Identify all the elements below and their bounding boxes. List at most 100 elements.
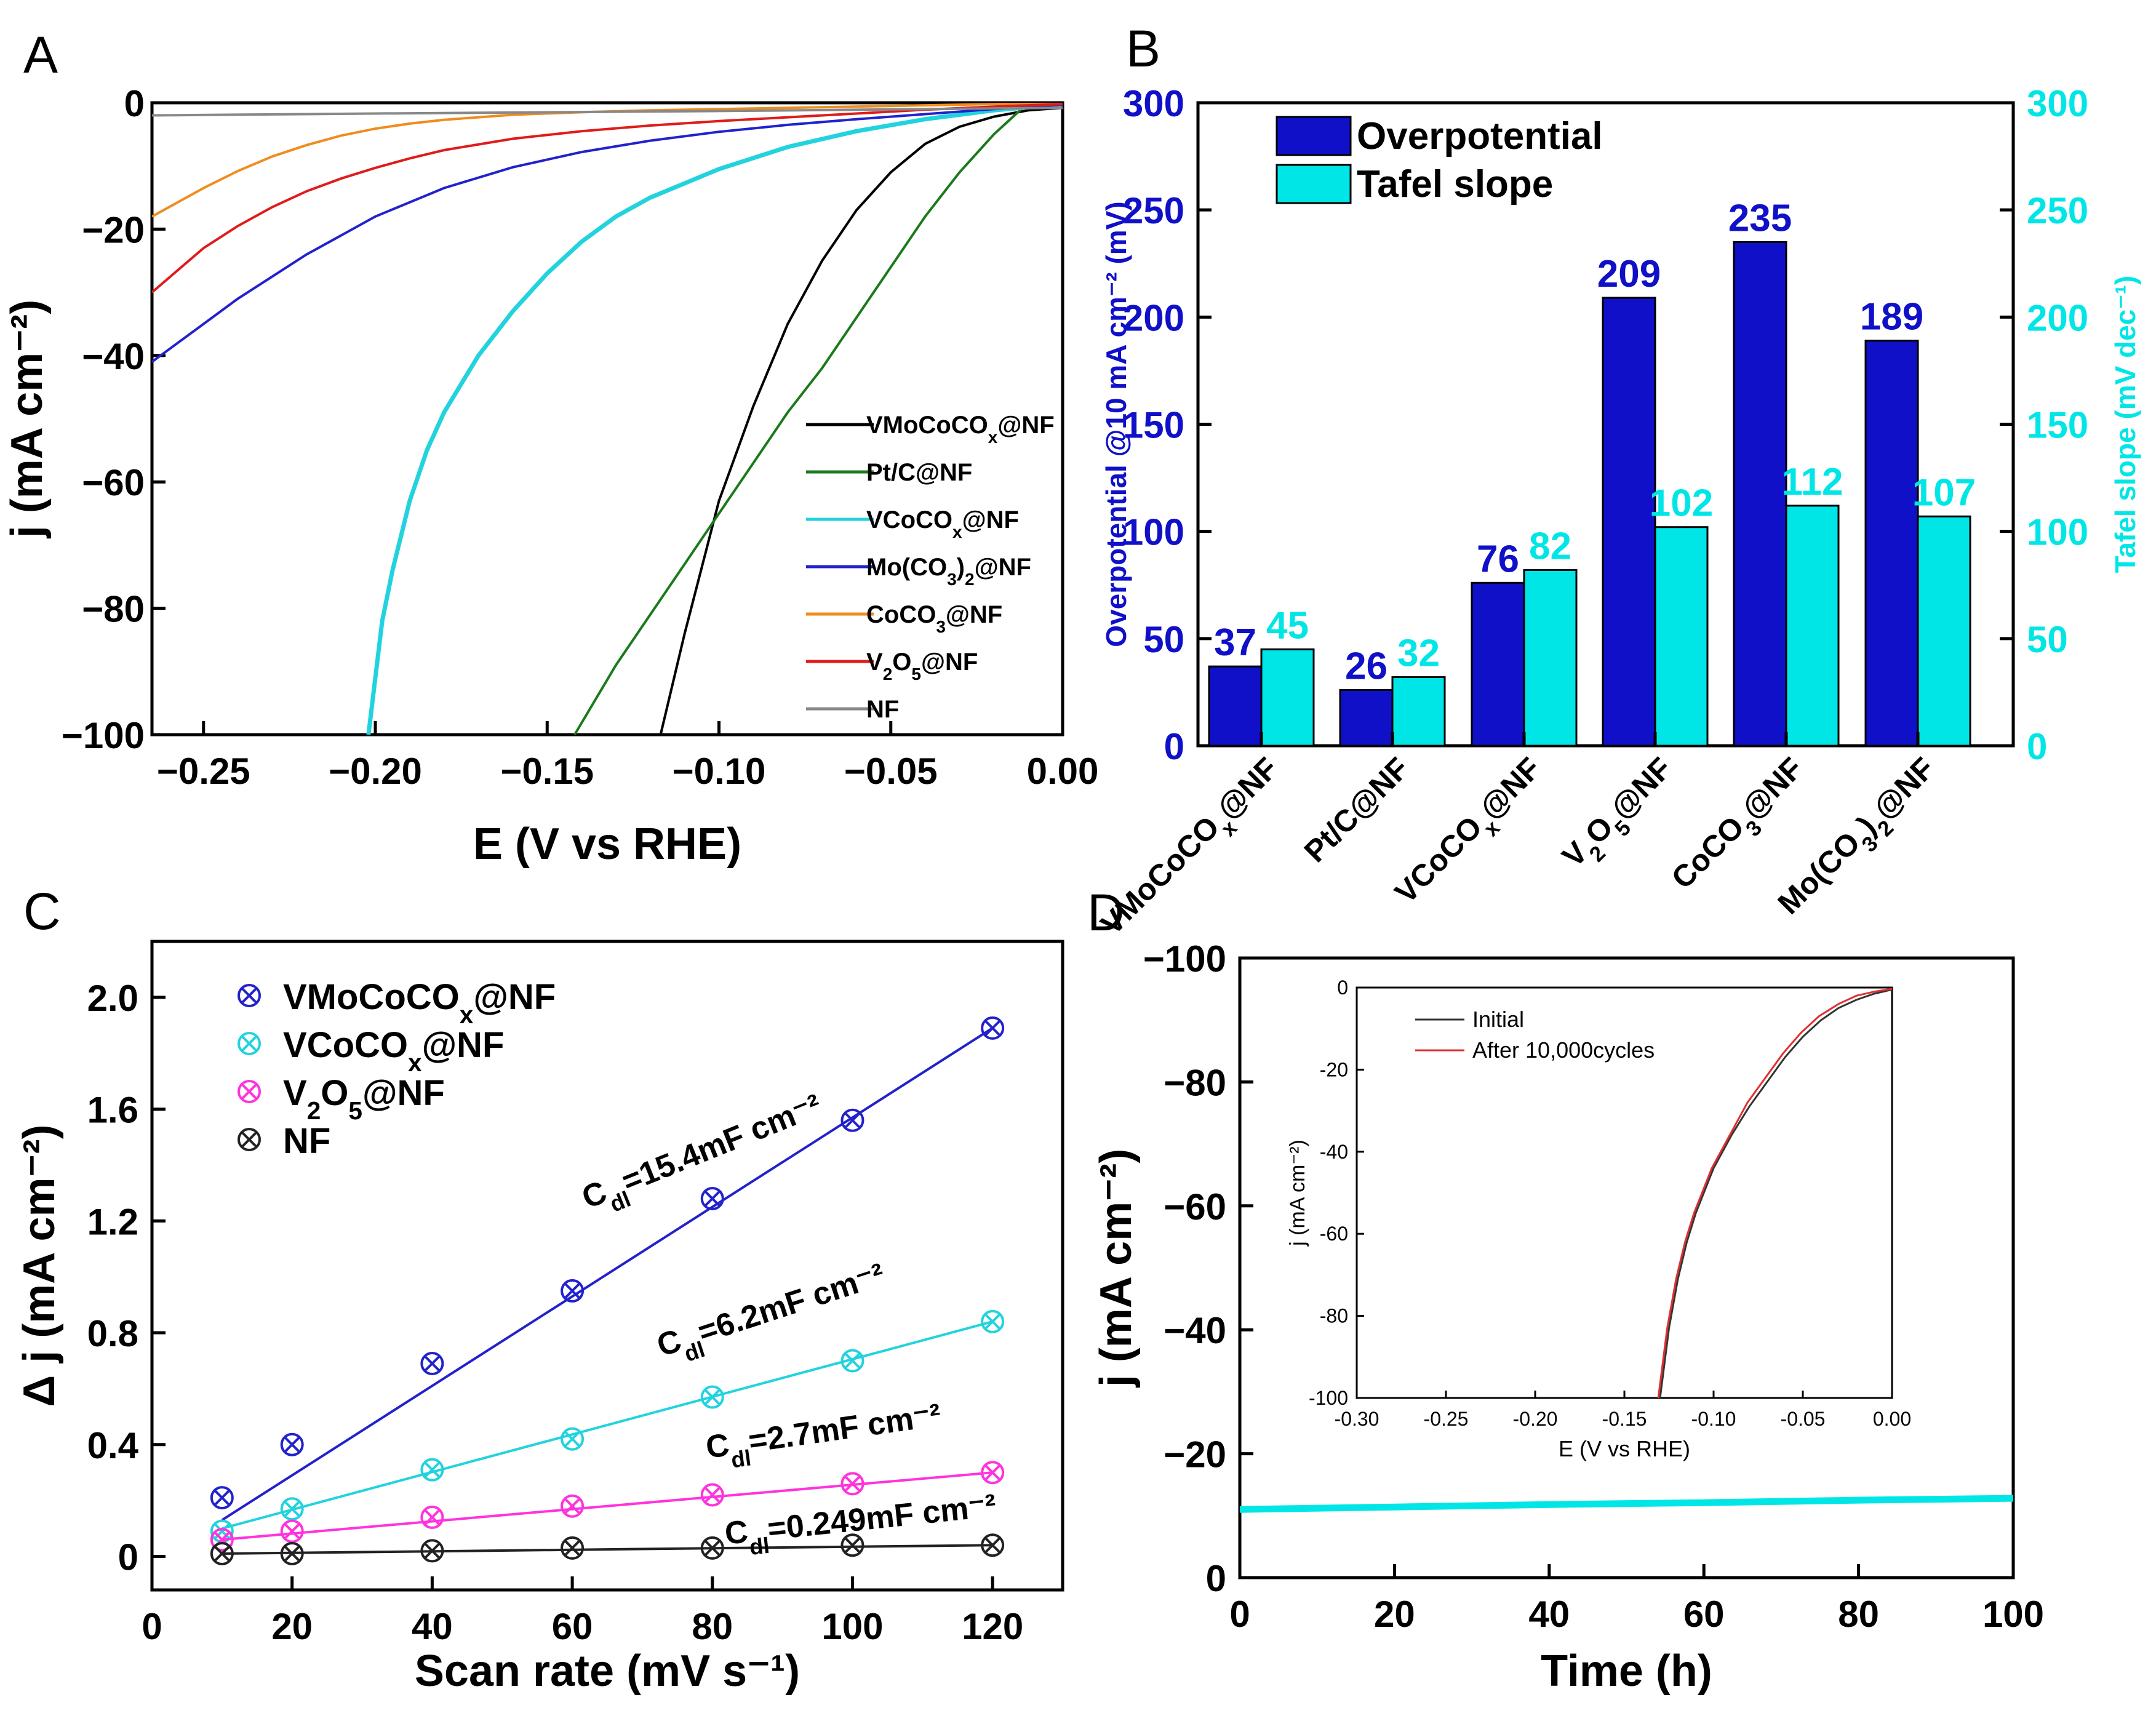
inset-x-tick-label: -0.05 <box>1781 1408 1826 1430</box>
y-axis-title: j (mA cm⁻²) <box>2 300 52 539</box>
x-tick-label: 0.00 <box>1027 751 1099 792</box>
x-tick-label: −0.05 <box>844 751 938 792</box>
bar-label-tafel: 112 <box>1781 461 1843 503</box>
marker-circle <box>210 1528 234 1552</box>
legend-label: NF <box>866 696 899 723</box>
y-axis-title: j (mA cm⁻²) <box>1092 1149 1141 1388</box>
bar-label-overpotential: 37 <box>1214 621 1256 664</box>
marker-cross <box>241 1083 258 1100</box>
x-tick-label: 0 <box>142 1606 162 1647</box>
stability-line <box>1239 1495 2014 1513</box>
x-tick-label: V2O5@NF <box>1555 751 1686 881</box>
marker-circle <box>280 1519 304 1543</box>
marker-cross <box>704 1539 721 1557</box>
marker-cross <box>284 1523 301 1539</box>
series-line-CoCO3@NF <box>152 103 1063 218</box>
marker-cross <box>214 1489 231 1506</box>
data-point <box>700 1483 724 1507</box>
data-point <box>238 984 261 1007</box>
x-tick-label: Pt/C@NF <box>1298 751 1416 869</box>
marker-cross <box>564 1431 581 1447</box>
y-right-tick-label: 50 <box>2027 619 2068 660</box>
x-tick-label: 120 <box>962 1606 1023 1647</box>
bar-label-overpotential: 235 <box>1728 197 1792 239</box>
legend-label: V2O5@NF <box>866 649 978 684</box>
legend-label: Pt/C@NF <box>866 459 972 486</box>
y-tick-label: 0.4 <box>87 1425 139 1466</box>
legend-label: NF <box>283 1121 330 1161</box>
fit-line-VMoCoCOx@NF <box>221 1027 994 1522</box>
marker-circle <box>700 1385 724 1409</box>
bar-tafel <box>1391 676 1446 747</box>
panel-c: C 0 20 40 60 80 100 120 0 0.4 0.8 1.2 1.6 2.0 Scan rat… <box>15 882 1064 1696</box>
marker-circle <box>561 1536 585 1560</box>
marker-circle <box>561 1494 585 1518</box>
inset-x-tick-label: -0.30 <box>1335 1408 1379 1430</box>
inset-frame <box>1355 986 1893 1399</box>
data-point <box>280 1497 304 1521</box>
marker-circle <box>280 1497 304 1521</box>
marker-cross <box>704 1389 721 1405</box>
inset-legend-label: Initial <box>1472 1007 1524 1032</box>
y-axis-title: Δ j (mA cm⁻²) <box>15 1124 64 1407</box>
bar-label-tafel: 102 <box>1650 482 1713 525</box>
marker-cross <box>844 1536 861 1554</box>
marker-cross <box>284 1500 301 1517</box>
marker-circle <box>981 1461 1005 1485</box>
x-tick-label: 100 <box>1982 1594 2044 1635</box>
bar-tafel <box>1917 515 1971 747</box>
plot-frame <box>150 940 1064 1592</box>
x-axis-title: Time (h) <box>1541 1647 1712 1696</box>
legend-label: VCoCOx@NF <box>866 506 1019 541</box>
data-point <box>238 1128 261 1151</box>
inset-y-tick-label: -20 <box>1320 1058 1348 1080</box>
bar-overpotential <box>1339 689 1394 747</box>
y-tick-label: −100 <box>1143 938 1226 980</box>
y-tick-label: −80 <box>82 589 145 630</box>
marker-circle <box>238 984 261 1007</box>
legend-label: VMoCoCOx@NF <box>283 977 556 1029</box>
inset-y-axis-title: j (mA cm⁻²) <box>1286 1140 1309 1247</box>
marker-circle <box>840 1472 864 1496</box>
x-tick-label: 100 <box>821 1606 883 1647</box>
bar-tafel <box>1654 526 1709 747</box>
x-tick-label: −0.15 <box>500 751 594 792</box>
data-point <box>840 1349 864 1373</box>
inset-legend-label: After 10,000cycles <box>1472 1037 1655 1063</box>
x-tick-label-group: V2O5@NF <box>1555 751 1686 881</box>
data-point <box>210 1541 234 1565</box>
marker-circle <box>981 1533 1005 1557</box>
y-left-tick-label: 200 <box>1123 297 1184 338</box>
marker-circle <box>840 1108 864 1132</box>
panel-b: B 0 0 50 50 100 100 150 150 200 200 250 250 300 300 Ove… <box>1094 20 2141 941</box>
marker-cross <box>564 1282 581 1300</box>
legend-label: V2O5@NF <box>283 1073 445 1125</box>
panel-c-letter: C <box>23 882 61 940</box>
bar-overpotential <box>1208 665 1263 747</box>
y-tick-label: −60 <box>82 462 145 503</box>
y-left-tick-label: 50 <box>1143 619 1184 660</box>
data-point <box>561 1494 585 1518</box>
x-tick-label: 60 <box>1683 1594 1725 1635</box>
marker-circle <box>210 1486 234 1510</box>
marker-circle <box>840 1533 864 1557</box>
inset-x-tick-label: 0.00 <box>1873 1408 1911 1430</box>
bar-overpotential <box>1864 340 1919 747</box>
bar-tafel <box>1523 569 1578 747</box>
marker-circle <box>420 1539 444 1563</box>
inset-x-tick-label: -0.20 <box>1513 1408 1558 1430</box>
data-point <box>981 1533 1005 1557</box>
bar-label-tafel: 107 <box>1912 471 1976 514</box>
data-point <box>238 1032 261 1055</box>
y-right-tick-label: 250 <box>2027 190 2088 231</box>
inset-y-tick-label: -100 <box>1309 1387 1348 1409</box>
bar-label-overpotential: 76 <box>1477 538 1519 580</box>
bar-overpotential <box>1733 241 1787 747</box>
bar-tafel <box>1260 648 1315 747</box>
legend-label: CoCO3@NF <box>866 601 1002 636</box>
marker-cross <box>214 1545 231 1562</box>
series-line-Mo(CO3)2@NF <box>152 103 1063 363</box>
x-tick-label: 20 <box>1374 1594 1415 1635</box>
data-point <box>238 1080 261 1103</box>
marker-circle <box>700 1483 724 1507</box>
